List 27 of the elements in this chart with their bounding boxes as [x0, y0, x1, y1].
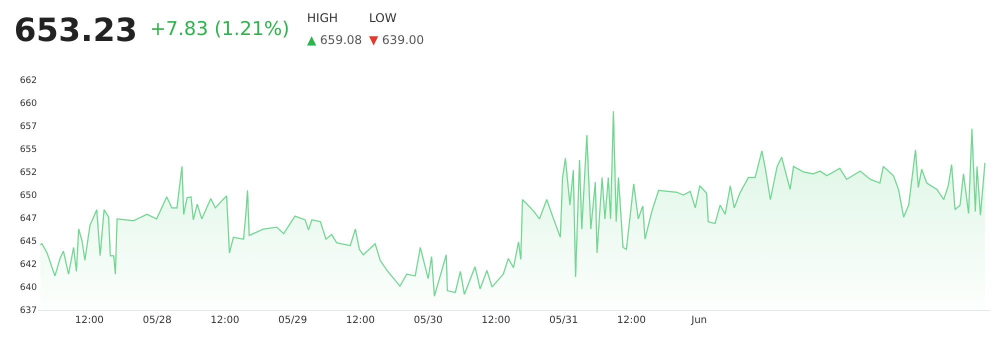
x-tick-label: 12:00: [74, 315, 104, 326]
x-tick-label: 12:00: [346, 315, 375, 326]
x-tick-label: 05/30: [414, 315, 443, 326]
y-tick-label: 655: [20, 145, 37, 156]
text: LOW: [369, 11, 397, 25]
x-tick-label: 05/28: [142, 315, 172, 326]
y-tick-label: 647: [20, 214, 37, 224]
y-tick-label: 645: [20, 237, 37, 248]
y-tick-label: 637: [20, 306, 37, 316]
chart-subtitle: +7.83 (1.21%): [150, 18, 290, 40]
y-tick-label: 652: [20, 168, 37, 178]
x-tick-label: 12:00: [617, 315, 646, 326]
y-tick-label: 640: [20, 283, 38, 294]
text: ▼ 639.00: [369, 33, 424, 47]
y-tick-label: 660: [20, 99, 38, 110]
y-tick-label: 662: [20, 76, 37, 86]
chart-title: 653.23: [14, 11, 138, 49]
x-tick-label: Jun: [690, 315, 708, 326]
text: ▲ 659.08: [307, 33, 362, 47]
text: HIGH: [307, 11, 338, 25]
y-tick-label: 650: [20, 191, 38, 202]
y-tick-label: 657: [20, 122, 37, 132]
x-tick-label: 12:00: [482, 315, 510, 326]
x-tick-label: 12:00: [210, 315, 240, 326]
x-tick-label: 05/29: [278, 315, 308, 326]
x-tick-label: 05/31: [549, 315, 578, 326]
y-tick-label: 642: [20, 260, 37, 270]
